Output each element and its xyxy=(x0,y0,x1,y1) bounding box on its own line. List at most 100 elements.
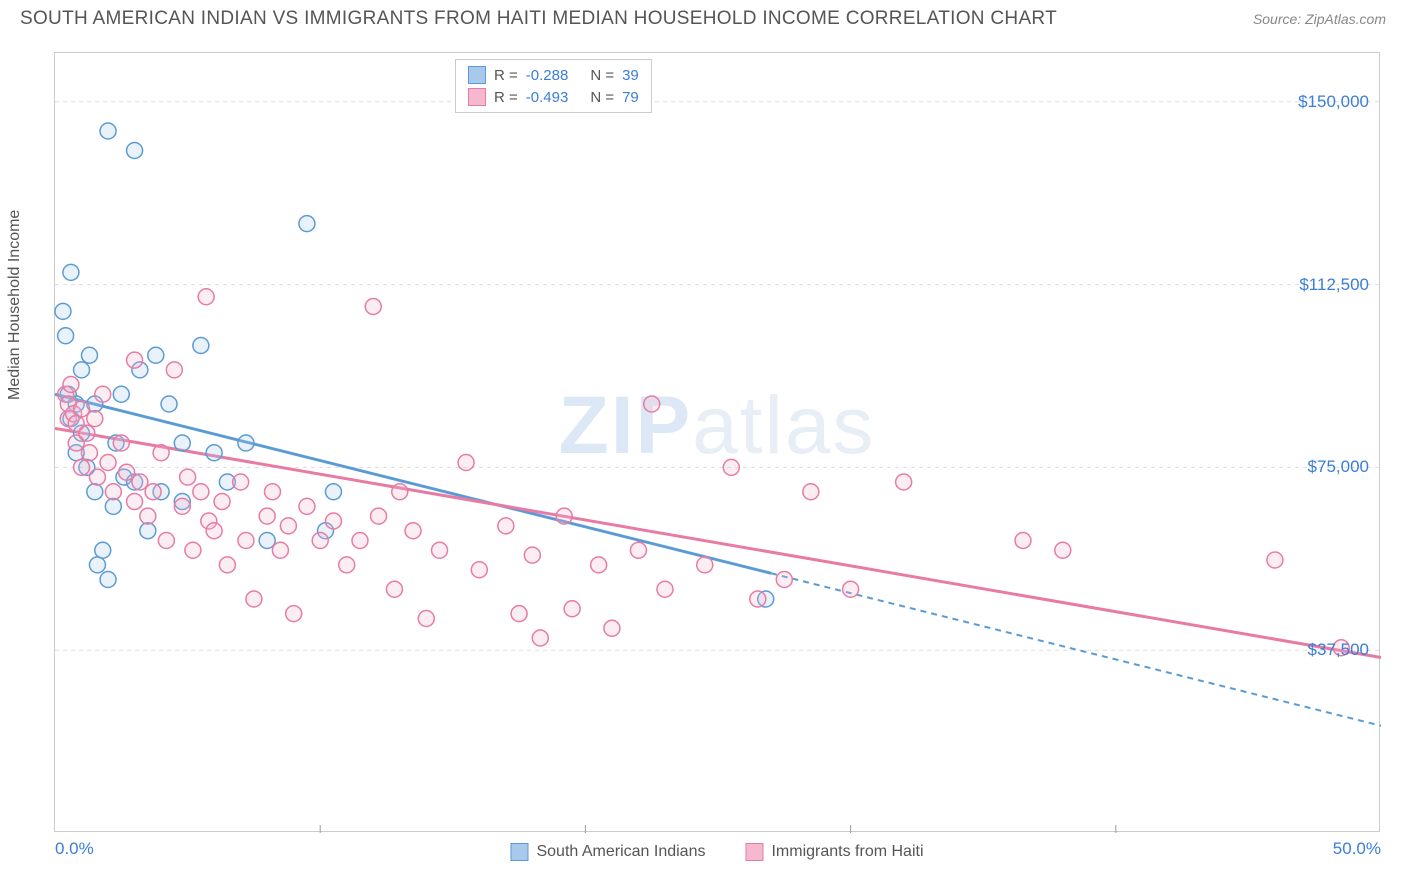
stat-row: R = -0.493 N = 79 xyxy=(464,86,643,108)
data-point xyxy=(87,484,103,500)
data-point xyxy=(105,484,121,500)
data-point xyxy=(750,591,766,607)
xtick-label: 0.0% xyxy=(55,839,94,859)
data-point xyxy=(55,303,71,319)
data-point xyxy=(591,557,607,573)
data-point xyxy=(432,542,448,558)
data-point xyxy=(100,455,116,471)
data-point xyxy=(148,347,164,363)
data-point xyxy=(127,494,143,510)
legend-swatch xyxy=(745,843,763,861)
data-point xyxy=(896,474,912,490)
legend-label: South American Indians xyxy=(536,843,705,861)
data-point xyxy=(206,523,222,539)
data-point xyxy=(81,347,97,363)
stat-n-value: 79 xyxy=(622,89,639,106)
chart-area: ZIPatlas R = -0.288N = 39R = -0.493N = 7… xyxy=(54,52,1380,832)
data-point xyxy=(145,484,161,500)
data-point xyxy=(392,484,408,500)
data-point xyxy=(286,606,302,622)
data-point xyxy=(87,411,103,427)
scatter-svg xyxy=(55,53,1379,831)
xtick-label: 50.0% xyxy=(1333,839,1381,859)
legend-swatch xyxy=(468,66,486,84)
data-point xyxy=(153,445,169,461)
data-point xyxy=(238,435,254,451)
ytick-label: $75,000 xyxy=(1308,457,1369,477)
stat-r-value: -0.493 xyxy=(526,89,569,106)
data-point xyxy=(803,484,819,500)
data-point xyxy=(95,386,111,402)
data-point xyxy=(193,338,209,354)
data-point xyxy=(89,557,105,573)
data-point xyxy=(58,328,74,344)
data-point xyxy=(524,547,540,563)
data-point xyxy=(174,498,190,514)
data-point xyxy=(843,581,859,597)
data-point xyxy=(644,396,660,412)
data-point xyxy=(280,518,296,534)
stat-n-label: N = xyxy=(590,89,614,106)
stat-n-label: N = xyxy=(590,67,614,84)
data-point xyxy=(312,533,328,549)
data-point xyxy=(174,435,190,451)
data-point xyxy=(604,620,620,636)
data-point xyxy=(193,484,209,500)
data-point xyxy=(458,455,474,471)
data-point xyxy=(556,508,572,524)
data-point xyxy=(325,484,341,500)
data-point xyxy=(264,484,280,500)
data-point xyxy=(630,542,646,558)
legend-item: South American Indians xyxy=(510,843,705,861)
data-point xyxy=(185,542,201,558)
chart-header: SOUTH AMERICAN INDIAN VS IMMIGRANTS FROM… xyxy=(0,0,1406,36)
data-point xyxy=(471,562,487,578)
legend-swatch xyxy=(468,88,486,106)
data-point xyxy=(418,611,434,627)
data-point xyxy=(113,435,129,451)
legend-swatch xyxy=(510,843,528,861)
data-point xyxy=(74,459,90,475)
data-point xyxy=(365,299,381,315)
data-point xyxy=(95,542,111,558)
data-point xyxy=(776,572,792,588)
data-point xyxy=(161,396,177,412)
ytick-label: $112,500 xyxy=(1299,275,1369,295)
data-point xyxy=(246,591,262,607)
stat-n-value: 39 xyxy=(622,67,639,84)
data-point xyxy=(127,352,143,368)
stat-row: R = -0.288N = 39 xyxy=(464,64,643,86)
data-point xyxy=(299,216,315,232)
data-point xyxy=(180,469,196,485)
data-point xyxy=(1015,533,1031,549)
data-point xyxy=(140,523,156,539)
data-point xyxy=(564,601,580,617)
data-point xyxy=(206,445,222,461)
data-point xyxy=(158,533,174,549)
data-point xyxy=(1055,542,1071,558)
data-point xyxy=(79,425,95,441)
data-point xyxy=(113,386,129,402)
data-point xyxy=(214,494,230,510)
ytick-label: $150,000 xyxy=(1298,92,1369,112)
data-point xyxy=(386,581,402,597)
correlation-stats-box: R = -0.288N = 39 R = -0.493 N = 79 xyxy=(455,59,652,113)
data-point xyxy=(339,557,355,573)
stat-r-label: R = xyxy=(494,89,518,106)
data-point xyxy=(532,630,548,646)
data-point xyxy=(166,362,182,378)
data-point xyxy=(74,362,90,378)
data-point xyxy=(259,508,275,524)
data-point xyxy=(498,518,514,534)
trend-line-dashed xyxy=(771,573,1381,725)
data-point xyxy=(511,606,527,622)
data-point xyxy=(105,498,121,514)
chart-title: SOUTH AMERICAN INDIAN VS IMMIGRANTS FROM… xyxy=(20,8,1057,30)
data-point xyxy=(238,533,254,549)
data-point xyxy=(371,508,387,524)
data-point xyxy=(63,377,79,393)
data-point xyxy=(89,469,105,485)
data-point xyxy=(325,513,341,529)
data-point xyxy=(198,289,214,305)
legend: South American IndiansImmigrants from Ha… xyxy=(510,843,923,861)
